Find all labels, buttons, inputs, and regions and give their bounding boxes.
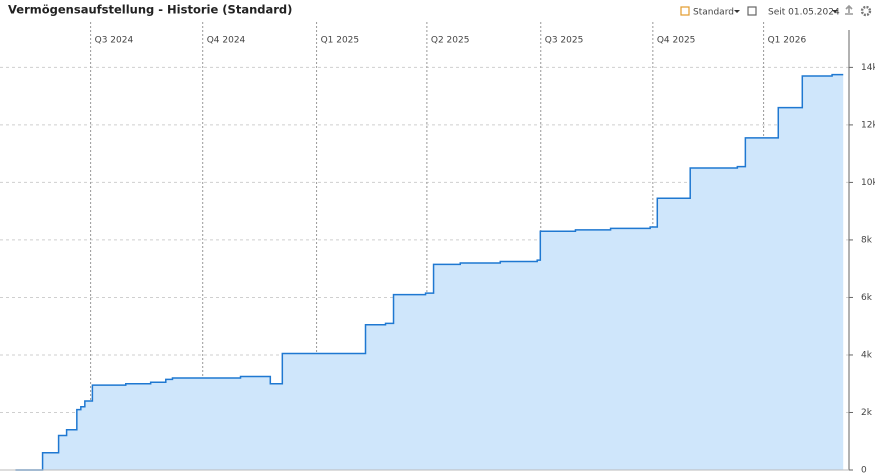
x-tick-label: Q1 2025 bbox=[321, 36, 360, 46]
calendar-icon[interactable] bbox=[680, 6, 690, 16]
y-tick-label: 4k bbox=[861, 350, 873, 360]
y-tick-label: 2k bbox=[861, 408, 873, 418]
x-tick-label: Q3 2024 bbox=[95, 36, 134, 46]
settings-icon[interactable] bbox=[860, 5, 872, 17]
x-tick-label: Q3 2025 bbox=[545, 36, 584, 46]
y-tick-label: 8k bbox=[861, 235, 873, 245]
calendar-icon[interactable] bbox=[747, 6, 757, 16]
chart-title: Vermögensaufstellung - Historie (Standar… bbox=[8, 3, 292, 17]
y-tick-label: 6k bbox=[861, 293, 873, 303]
y-tick-label: 14k bbox=[861, 63, 875, 73]
y-tick-label: 0 bbox=[861, 466, 867, 475]
x-tick-label: Q4 2024 bbox=[207, 36, 246, 46]
line bbox=[15, 73, 844, 471]
y-tick-label: 12k bbox=[861, 120, 875, 130]
dropdown-arrow[interactable] bbox=[832, 10, 838, 13]
toolbar: Standard Seit 01.05.2024 bbox=[680, 4, 872, 18]
x-tick-label: Q2 2025 bbox=[431, 36, 470, 46]
x-tick-label: Q4 2025 bbox=[657, 36, 696, 46]
view-select[interactable]: Standard bbox=[693, 8, 734, 18]
area bbox=[15, 74, 844, 470]
dropdown-arrow[interactable] bbox=[734, 10, 740, 13]
y-tick-label: 10k bbox=[861, 178, 875, 188]
x-tick-label: Q1 2026 bbox=[768, 36, 807, 46]
period-select[interactable]: Seit 01.05.2024 bbox=[768, 8, 840, 18]
export-icon[interactable] bbox=[845, 4, 853, 15]
